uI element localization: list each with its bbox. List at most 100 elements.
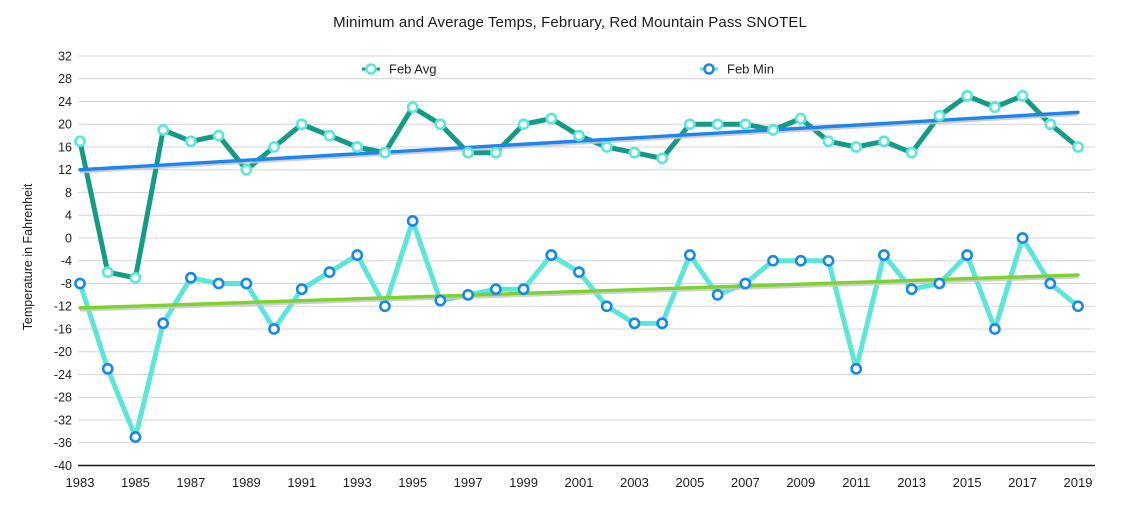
feb-min-marker: [822, 254, 835, 267]
feb-avg-marker: [129, 271, 142, 284]
y-tick-label: 24: [58, 95, 72, 109]
feb-min-trendline-shadow: [79, 275, 1079, 312]
feb-avg-marker: [628, 146, 641, 159]
y-tick-label: 20: [58, 118, 72, 132]
feb-min-marker: [905, 283, 918, 296]
feb-avg-marker: [767, 124, 779, 136]
feb-avg-marker: [379, 146, 391, 159]
x-tick-label: 2013: [897, 475, 926, 490]
feb-avg-marker: [683, 118, 696, 131]
legend-label: Feb Avg: [389, 62, 436, 77]
feb-min-marker: [406, 215, 419, 227]
feb-min-marker: [268, 323, 280, 335]
feb-min-marker: [157, 317, 170, 330]
feb-min-marker: [323, 266, 336, 279]
legend-marker-feb-min: [703, 63, 715, 75]
y-axis-title: Temperature in Fahrenheit: [21, 183, 35, 331]
y-tick-label: -16: [54, 322, 72, 336]
feb-avg-marker: [489, 146, 502, 159]
feb-min-trendline: [78, 273, 1080, 310]
y-tick-label: 16: [58, 140, 72, 154]
y-tick-label: 4: [65, 209, 72, 223]
y-tick-label: -12: [54, 300, 72, 314]
feb-min-marker: [656, 317, 669, 330]
feb-min-marker: [129, 431, 142, 443]
y-tick-label: 12: [58, 163, 72, 177]
feb-min-marker: [462, 288, 475, 301]
feb-min-marker: [489, 283, 502, 296]
feb-min-marker: [434, 294, 447, 307]
feb-avg-marker: [240, 163, 253, 176]
feb-avg-marker: [434, 118, 447, 131]
feb-min-marker: [351, 249, 364, 261]
feb-avg-marker: [184, 135, 197, 148]
x-tick-label: 2003: [620, 475, 649, 490]
feb-min-marker: [988, 323, 1001, 335]
x-tick-label: 1995: [398, 475, 427, 490]
feb-min-marker: [794, 254, 807, 267]
feb-avg-marker: [600, 141, 613, 153]
y-tick-label: 28: [58, 72, 72, 86]
feb-min-marker: [1044, 277, 1057, 290]
feb-min-marker: [850, 362, 863, 375]
feb-avg-marker: [268, 141, 280, 153]
feb-avg-marker: [850, 141, 863, 153]
y-tick-label: -20: [54, 345, 72, 359]
x-tick-label: 1993: [343, 475, 372, 490]
x-tick-label: 2019: [1064, 475, 1093, 490]
x-tick-label: 1983: [66, 475, 95, 490]
y-tick-label: -28: [54, 391, 72, 405]
feb-avg-marker: [212, 129, 225, 142]
feb-avg-marker: [74, 135, 86, 148]
x-tick-label: 1985: [121, 475, 150, 490]
feb-min-marker: [545, 249, 558, 261]
feb-avg-marker: [101, 266, 114, 279]
feb-avg-marker: [1072, 141, 1084, 153]
feb-min-marker: [961, 249, 974, 261]
feb-min-marker: [933, 277, 946, 290]
feb-avg-marker: [1016, 89, 1029, 102]
feb-avg-marker: [295, 118, 308, 131]
feb-min-marker: [101, 362, 114, 375]
y-tick-label: -36: [54, 436, 72, 450]
feb-avg-marker: [517, 118, 530, 131]
feb-min-marker: [683, 249, 696, 261]
feb-avg-marker: [905, 146, 918, 159]
feb-min-marker: [74, 277, 86, 290]
feb-avg-marker: [351, 141, 364, 153]
y-tick-label: -40: [54, 459, 72, 473]
legend-item-feb-avg: Feb Avg: [362, 62, 436, 77]
feb-min-marker: [878, 249, 890, 261]
x-tick-label: 2001: [565, 475, 594, 490]
feb-avg-marker: [988, 101, 1001, 114]
feb-avg-marker: [157, 124, 170, 136]
y-tick-label: 32: [58, 49, 72, 63]
feb-avg-marker: [822, 135, 835, 148]
x-tick-label: 2017: [1008, 475, 1037, 490]
y-tick-label: -32: [54, 413, 72, 427]
x-tick-label: 2011: [842, 475, 870, 490]
feb-min-marker: [573, 266, 585, 279]
feb-avg-marker: [323, 129, 336, 142]
feb-avg-marker: [711, 118, 724, 131]
x-tick-label: 2007: [731, 475, 760, 490]
feb-min-marker: [628, 317, 641, 330]
y-tick-label: -24: [54, 368, 72, 382]
feb-avg-marker: [961, 89, 974, 102]
feb-avg-marker: [656, 152, 669, 165]
feb-min-marker: [600, 300, 613, 313]
x-tick-label: 1997: [454, 475, 483, 490]
y-tick-label: 8: [65, 186, 72, 200]
chart-title: Minimum and Average Temps, February, Red…: [333, 14, 807, 31]
feb-min-marker: [1016, 232, 1029, 244]
x-tick-label: 1989: [232, 475, 261, 490]
y-tick-label: -4: [61, 254, 72, 268]
feb-min-marker: [184, 271, 197, 284]
y-tick-label: -8: [61, 277, 72, 291]
feb-avg-marker: [739, 118, 752, 131]
feb-avg-marker: [573, 129, 585, 142]
feb-min-marker: [767, 254, 779, 267]
x-tick-label: 2005: [675, 475, 704, 490]
feb-min-marker: [517, 283, 530, 296]
